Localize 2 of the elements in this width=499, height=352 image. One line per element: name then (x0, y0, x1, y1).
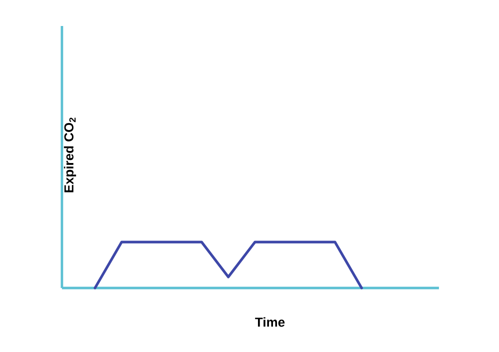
x-axis-title: Time (255, 317, 285, 327)
text: Expired CO$_{2}$ (64, 118, 76, 192)
